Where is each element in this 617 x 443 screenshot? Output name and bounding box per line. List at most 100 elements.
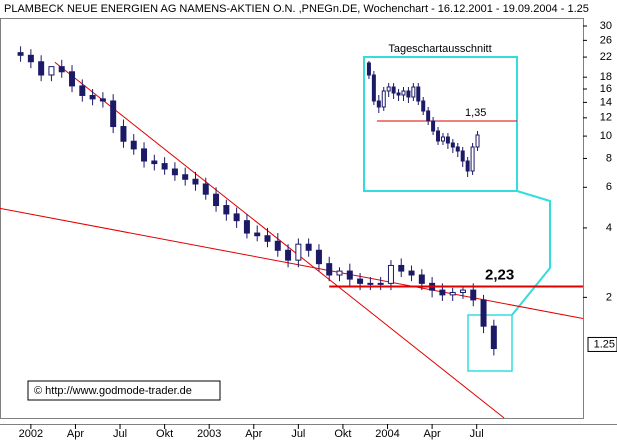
- zoom-connector: [511, 190, 551, 316]
- candle-body: [336, 270, 343, 276]
- candle-body: [381, 90, 386, 108]
- y-tick-label: 10: [600, 130, 612, 142]
- candle-body: [223, 205, 230, 215]
- x-tick-label: Apr: [245, 428, 262, 440]
- y-tick-label: 6: [606, 181, 612, 193]
- copyright: © http://www.godmode-trader.de: [34, 385, 192, 397]
- last-price-box: [587, 336, 617, 352]
- plot-frame: [0, 18, 584, 419]
- candle-body: [357, 278, 364, 284]
- candle-body: [418, 274, 425, 284]
- inset-level-label: 1,35: [465, 107, 486, 119]
- candle-body: [27, 54, 34, 63]
- candle-body: [254, 232, 261, 237]
- candle-body: [58, 66, 65, 73]
- candle-body: [445, 136, 450, 144]
- candle-body: [480, 299, 487, 327]
- candle-body: [490, 325, 497, 350]
- candle-body: [439, 289, 446, 296]
- candle-body: [161, 163, 168, 170]
- candle-body: [192, 178, 199, 185]
- y-tick-label: 12: [600, 112, 612, 124]
- x-tick-label: 2003: [197, 428, 221, 440]
- x-tick-label: Jul: [470, 428, 484, 440]
- candle-body: [233, 213, 240, 222]
- inset-frame: [363, 56, 518, 192]
- last-price-label: 1.25: [594, 338, 615, 350]
- candle-body: [421, 100, 426, 112]
- candle-body: [416, 86, 421, 102]
- candle-body: [295, 243, 302, 261]
- candle-body: [386, 86, 391, 92]
- candle-body: [151, 160, 158, 165]
- candle-body: [346, 270, 353, 280]
- candle-body: [408, 270, 415, 276]
- candle-body: [470, 146, 475, 172]
- candle-body: [436, 130, 441, 142]
- candle-body: [377, 282, 384, 285]
- candle-body: [459, 289, 466, 293]
- candle-body: [460, 150, 465, 162]
- y-tick-label: 2: [606, 291, 612, 303]
- y-tick-label: 14: [600, 96, 612, 108]
- candle-body: [470, 289, 477, 301]
- candle-body: [371, 74, 376, 102]
- candle-body: [130, 140, 137, 150]
- candle-body: [411, 86, 416, 98]
- x-tick-label: Okt: [334, 428, 351, 440]
- x-tick-label: 2004: [375, 428, 399, 440]
- candle-body: [79, 85, 86, 96]
- x-tick-label: Jul: [113, 428, 127, 440]
- candle-body: [376, 100, 381, 108]
- candle-body: [110, 100, 117, 128]
- y-tick-label: 22: [600, 51, 612, 63]
- chart-title: PLAMBECK NEUE ENERGIEN AG NAMENS-AKTIEN …: [4, 3, 589, 15]
- y-tick-label: 26: [600, 34, 612, 46]
- candle-body: [141, 148, 148, 162]
- candle-body: [48, 66, 55, 76]
- candle-body: [326, 263, 333, 276]
- y-tick-label: 16: [600, 83, 612, 95]
- y-tick-label: 18: [600, 71, 612, 83]
- candle-body: [455, 146, 460, 152]
- copyright-box: [27, 380, 221, 401]
- x-tick-label: Jul: [291, 428, 305, 440]
- candle-body: [401, 90, 406, 96]
- candle-body: [465, 160, 470, 172]
- inset-title: Tageschartausschnitt: [388, 43, 491, 55]
- candle-body: [449, 291, 456, 296]
- level-label: 2,23: [485, 266, 514, 283]
- candle-body: [99, 98, 106, 102]
- x-tick-label: 2002: [19, 428, 43, 440]
- candle-body: [431, 120, 436, 132]
- candle-body: [213, 193, 220, 207]
- y-tick-label: 30: [600, 20, 612, 32]
- candle-body: [89, 94, 96, 100]
- candle-body: [17, 52, 24, 56]
- x-tick-label: Apr: [67, 428, 84, 440]
- candle-body: [387, 264, 394, 284]
- candle-body: [171, 168, 178, 176]
- candle-body: [274, 240, 281, 251]
- candle-body: [38, 61, 45, 76]
- candle-body: [426, 110, 431, 122]
- candle-body: [120, 126, 127, 142]
- candle-body: [367, 282, 374, 285]
- x-tick-label: Okt: [156, 428, 173, 440]
- candle-body: [202, 183, 209, 195]
- candle-body: [475, 134, 480, 148]
- candle-body: [398, 264, 405, 272]
- trend-line: [54, 61, 505, 419]
- candle-body: [305, 243, 312, 251]
- candle-body: [285, 249, 292, 261]
- y-tick-label: 4: [606, 222, 612, 234]
- y-tick-label: 8: [606, 152, 612, 164]
- zoom-box: [467, 314, 513, 372]
- candle-body: [69, 71, 76, 87]
- candle-body: [396, 92, 401, 96]
- candle-body: [450, 142, 455, 148]
- candle-body: [366, 62, 371, 76]
- candle-body: [315, 249, 322, 265]
